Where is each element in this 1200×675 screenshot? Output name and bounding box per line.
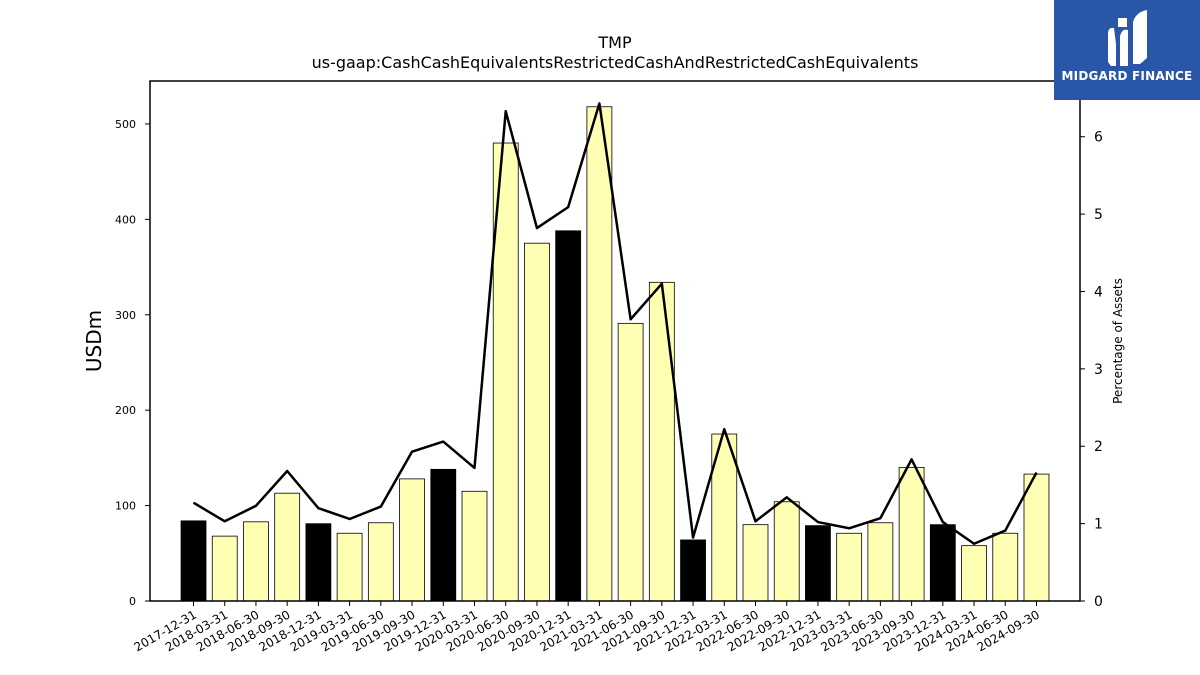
bar	[961, 545, 987, 602]
bar	[430, 468, 457, 602]
bar	[929, 524, 956, 602]
plot-frame	[149, 80, 1081, 602]
y-tick-label: 200	[115, 404, 136, 417]
bar	[367, 522, 394, 602]
bar	[211, 535, 238, 602]
bar	[742, 524, 769, 602]
y-tick-label: 400	[115, 213, 136, 226]
chart-title: TMP	[598, 33, 632, 52]
bar	[867, 522, 894, 602]
bars-group	[180, 106, 1050, 602]
bar	[1023, 473, 1050, 602]
bar	[805, 525, 831, 602]
bar	[617, 322, 644, 602]
logo-text: MIDGARD FINANCE	[1061, 69, 1193, 83]
company-logo: MIDGARD FINANCE	[1054, 0, 1200, 100]
bar	[305, 523, 332, 602]
percentage-line	[192, 102, 1038, 545]
bar	[648, 281, 675, 602]
bar	[836, 532, 863, 602]
logo-mark-icon	[1108, 10, 1147, 67]
bar	[586, 106, 613, 602]
bar	[555, 230, 582, 602]
bar	[773, 501, 800, 602]
y2-tick-label: 1	[1094, 517, 1103, 533]
bar	[336, 532, 363, 602]
bar	[180, 520, 207, 602]
y2-tick-label: 6	[1094, 130, 1103, 146]
y2-tick-label: 2	[1094, 439, 1103, 455]
bar	[399, 478, 425, 602]
y2-tick-label: 5	[1094, 207, 1103, 223]
y-tick-label: 100	[115, 500, 136, 513]
y-axis-label: USDm	[82, 310, 106, 372]
bar	[274, 492, 301, 602]
y2-axis-label: Percentage of Assets	[1111, 278, 1125, 404]
bar	[524, 242, 550, 602]
y2-tick-label: 4	[1094, 284, 1103, 300]
y2-tick-label: 3	[1094, 362, 1103, 378]
line-group	[192, 102, 1038, 545]
chart-subtitle: us-gaap:CashCashEquivalentsRestrictedCas…	[311, 53, 919, 72]
bar	[680, 539, 706, 602]
y-tick-label: 500	[115, 118, 136, 131]
bar	[243, 521, 269, 602]
bar	[992, 532, 1019, 602]
bar	[898, 467, 925, 602]
y-tick-label: 300	[115, 309, 136, 322]
y-tick-label: 0	[129, 595, 136, 608]
bar	[461, 490, 488, 602]
y2-tick-label: 0	[1094, 594, 1103, 610]
